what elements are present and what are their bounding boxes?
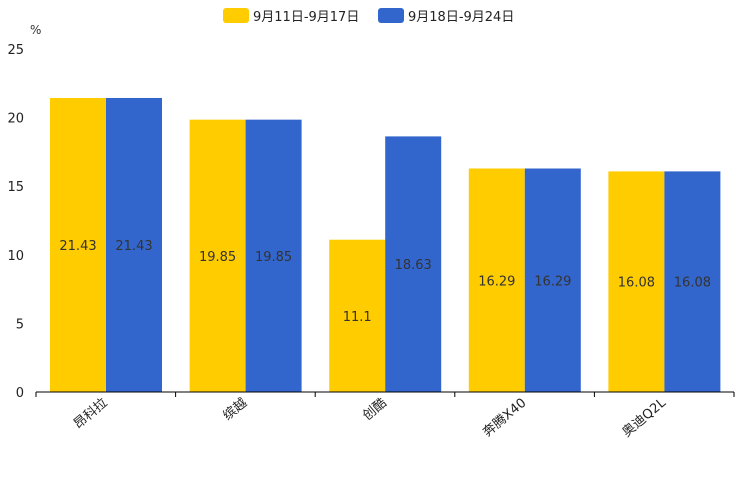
legend-label-1: 9月18日-9月24日: [408, 10, 514, 25]
data-label: 16.08: [674, 276, 711, 291]
x-tick-label: 缤越: [220, 395, 250, 424]
data-label: 11.1: [343, 310, 372, 325]
y-tick-label: 10: [7, 249, 24, 264]
legend-label-0: 9月11日-9月17日: [253, 10, 359, 25]
data-label: 16.29: [478, 274, 515, 289]
y-tick-label: 20: [7, 112, 24, 127]
x-tick-label: 创酷: [360, 396, 390, 424]
data-label: 18.63: [395, 258, 432, 273]
y-axis-unit-label: %: [30, 23, 41, 37]
y-tick-label: 0: [16, 386, 24, 401]
bar-0-1: [189, 119, 246, 393]
data-label: 16.08: [618, 276, 655, 291]
y-tick-label: 5: [16, 317, 24, 332]
bar-0-0: [50, 97, 106, 392]
x-tick-label: 奔腾X40: [480, 395, 530, 440]
bars: 21.43 21.43 19.85 19.85 11.1 18.63 16.29 16.29 1…: [50, 97, 721, 393]
bar-1-3: [524, 168, 581, 392]
data-label: 21.43: [59, 239, 96, 254]
legend-swatch-1: [378, 8, 404, 23]
bar-0-4: [608, 171, 665, 392]
x-tick-label: 奥迪Q2L: [620, 395, 670, 440]
bar-0-2: [329, 239, 386, 392]
x-tick-label: 昂科拉: [71, 396, 111, 433]
data-label: 16.29: [534, 274, 571, 289]
data-label: 19.85: [199, 250, 236, 265]
y-axis: 0 5 10 15 20 25: [7, 43, 24, 401]
legend-swatch-0: [223, 8, 249, 23]
data-label: 19.85: [255, 250, 292, 265]
y-tick-label: 25: [7, 43, 24, 58]
bar-1-1: [245, 119, 302, 393]
y-tick-label: 15: [7, 180, 24, 195]
bar-1-0: [106, 97, 162, 392]
data-label: 21.43: [115, 239, 152, 254]
bar-1-4: [664, 171, 721, 392]
legend: 9月11日-9月17日 9月18日-9月24日: [223, 8, 514, 25]
bar-0-3: [468, 168, 525, 392]
x-axis: 昂科拉 缤越 创酷 奔腾X40 奥迪Q2L: [35, 391, 735, 440]
bar-1-2: [385, 136, 442, 392]
